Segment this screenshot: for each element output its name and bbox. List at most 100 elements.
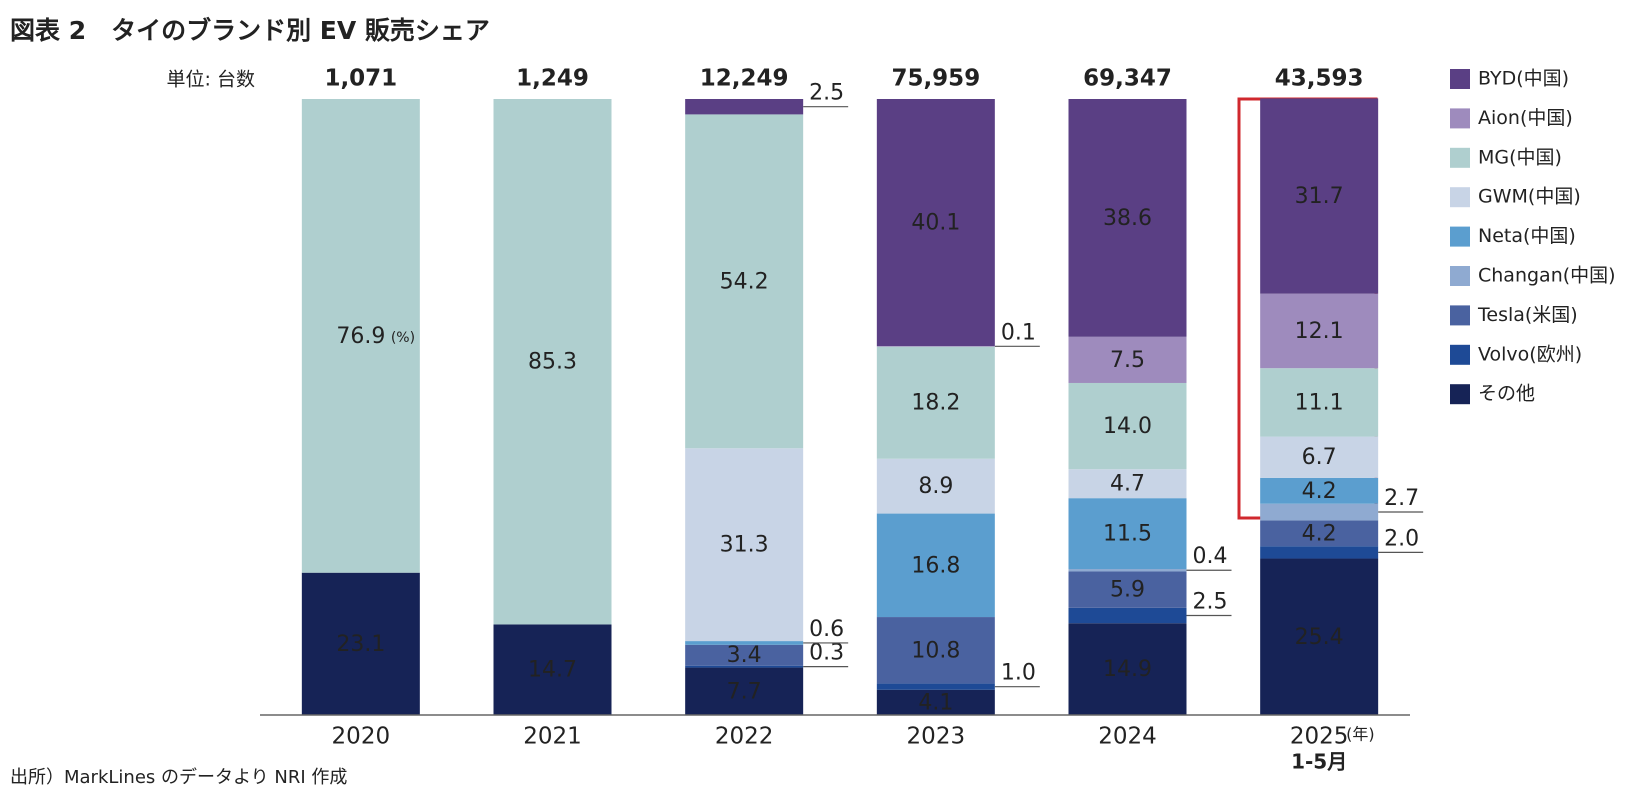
value-label: 2.0 [1384, 526, 1419, 551]
legend-label: BYD(中国) [1478, 68, 1569, 90]
value-label: 1.0 [1001, 661, 1036, 686]
value-label: 40.1 [911, 211, 960, 236]
bar-segment [1068, 469, 1187, 499]
value-label: 5.9 [1110, 578, 1145, 603]
bar-segment [1260, 520, 1379, 547]
value-label: 25.4 [1295, 625, 1344, 650]
legend-label: その他 [1478, 383, 1535, 405]
value-label: 31.7 [1295, 184, 1344, 209]
bar-segment [685, 99, 804, 115]
value-label: 31.3 [720, 533, 769, 558]
legend-label: GWM(中国) [1478, 186, 1581, 208]
value-label: 14.0 [1103, 414, 1152, 439]
bar-segment [876, 346, 995, 347]
value-label: 0.6 [809, 617, 844, 642]
bar-segment [685, 644, 804, 666]
x-unit: (年) [1346, 725, 1375, 744]
bar-segment [1068, 569, 1187, 572]
value-label: 0.4 [1193, 544, 1228, 569]
bar-segment [1068, 623, 1187, 715]
bar-segment [685, 665, 804, 668]
x-tick-label: 2024 [1098, 724, 1157, 750]
value-label: 8.9 [918, 474, 953, 499]
bar-segment [685, 667, 804, 715]
value-label: 2.7 [1384, 486, 1419, 511]
total-label: 69,347 [1083, 66, 1172, 92]
value-label: 2.5 [1193, 590, 1228, 615]
value-label: 0.3 [809, 641, 844, 666]
bar-segment [876, 689, 995, 715]
value-label: 11.5 [1103, 522, 1152, 547]
bar-segment [301, 99, 420, 573]
legend-label: Volvo(欧州) [1478, 343, 1582, 365]
value-label: 4.2 [1302, 479, 1337, 504]
value-unit: (%) [391, 330, 415, 346]
legend-label: Tesla(米国) [1477, 304, 1578, 326]
bar-segment [1068, 99, 1187, 337]
total-label: 43,593 [1275, 66, 1364, 92]
total-label: 1,071 [324, 66, 397, 92]
value-label: 3.4 [727, 643, 762, 668]
bar-segment [685, 641, 804, 645]
value-label: 0.1 [1001, 320, 1036, 345]
x-tick-label: 2020 [332, 724, 391, 750]
x-tick-label: 2023 [907, 724, 966, 750]
value-label: 38.6 [1103, 206, 1152, 231]
value-label: 4.1 [918, 690, 953, 715]
bar-segment [1260, 477, 1379, 504]
chart-title: 図表 2 タイのブランド別 EV 販売シェア [10, 16, 490, 45]
legend-swatch [1450, 344, 1470, 365]
legend-label: Changan(中国) [1478, 265, 1616, 287]
bar-segment [1068, 607, 1187, 624]
value-label: 12.1 [1295, 319, 1344, 344]
bar-segment [1260, 503, 1379, 521]
value-label: 11.1 [1295, 390, 1344, 415]
value-label: 76.9 [336, 324, 385, 349]
bar-segment [1260, 558, 1379, 715]
bar-segment [1260, 436, 1379, 478]
bar-segment [1068, 571, 1187, 608]
value-label: 54.2 [720, 269, 769, 294]
x-note: 1-5月 [1291, 750, 1347, 774]
value-label: 7.7 [727, 679, 762, 704]
value-label: 4.2 [1302, 521, 1337, 546]
value-label: 14.9 [1103, 657, 1152, 682]
bar-segment [493, 624, 612, 715]
bar-segment [1068, 498, 1187, 570]
value-label: 2.5 [809, 81, 844, 106]
value-label: 14.7 [528, 658, 577, 683]
bar-segment [685, 448, 804, 642]
value-label: 4.7 [1110, 472, 1145, 497]
legend-swatch [1450, 147, 1470, 168]
legend-swatch [1450, 384, 1470, 405]
value-label: 16.8 [911, 553, 960, 578]
bar-segment [876, 683, 995, 690]
value-label: 6.7 [1302, 445, 1337, 470]
total-label: 75,959 [891, 66, 980, 92]
bar-segment [876, 617, 995, 684]
value-label: 18.2 [911, 391, 960, 416]
bar-segment [1068, 336, 1187, 383]
bar-segment [1260, 546, 1379, 559]
bar-segment [1068, 382, 1187, 470]
total-label: 1,249 [516, 66, 589, 92]
value-label: 23.1 [336, 632, 385, 657]
legend-swatch [1450, 69, 1470, 89]
bar-segment [493, 99, 612, 625]
bar-segment [685, 114, 804, 449]
source: 出所）MarkLines のデータより NRI 作成 [10, 767, 347, 788]
legend-label: Neta(中国) [1478, 225, 1576, 247]
legend-swatch [1450, 266, 1470, 286]
bar-segment [876, 346, 995, 459]
legend-label: Aion(中国) [1478, 107, 1573, 129]
bar-segment [1260, 368, 1379, 437]
legend-swatch [1450, 187, 1470, 208]
x-tick-label: 2025 [1290, 724, 1349, 750]
bar-segment [301, 572, 420, 715]
legend-label: MG(中国) [1478, 146, 1562, 168]
legend-swatch [1450, 226, 1470, 247]
legend-swatch [1450, 305, 1470, 326]
x-tick-label: 2021 [523, 724, 582, 750]
value-label: 7.5 [1110, 348, 1145, 373]
